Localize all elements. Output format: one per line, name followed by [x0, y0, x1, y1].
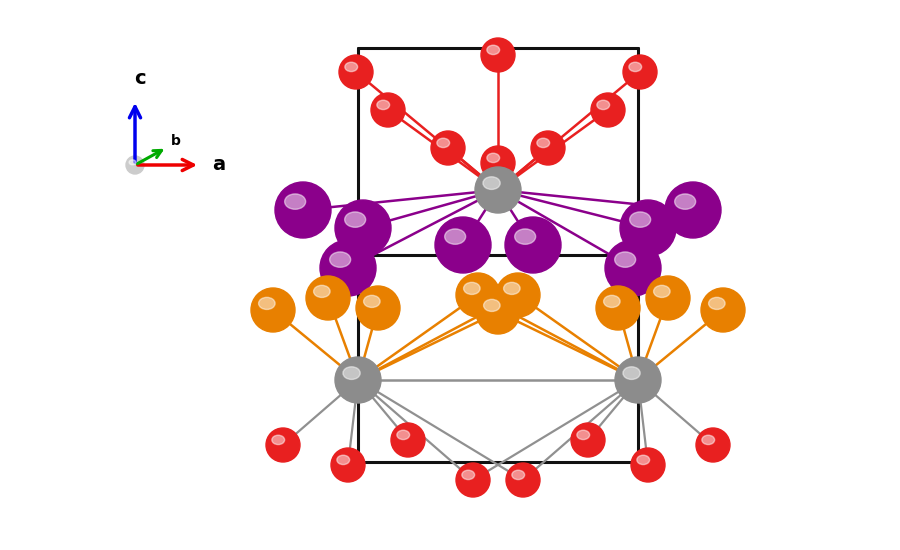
Ellipse shape — [436, 138, 450, 147]
Circle shape — [251, 288, 295, 332]
Circle shape — [623, 55, 657, 89]
Circle shape — [456, 273, 500, 317]
Circle shape — [391, 423, 425, 457]
Ellipse shape — [483, 299, 500, 311]
Circle shape — [320, 240, 376, 296]
Ellipse shape — [597, 100, 609, 109]
Circle shape — [431, 131, 465, 165]
Ellipse shape — [445, 229, 465, 244]
Circle shape — [275, 182, 331, 238]
Ellipse shape — [129, 160, 136, 165]
Ellipse shape — [512, 470, 525, 480]
Ellipse shape — [629, 62, 642, 72]
Ellipse shape — [345, 62, 357, 72]
Text: a: a — [212, 156, 225, 174]
Circle shape — [620, 200, 676, 256]
Circle shape — [496, 273, 540, 317]
Circle shape — [356, 286, 400, 330]
Ellipse shape — [377, 100, 390, 109]
Ellipse shape — [537, 138, 550, 147]
Ellipse shape — [258, 298, 275, 310]
Ellipse shape — [630, 212, 651, 227]
Circle shape — [605, 240, 661, 296]
Circle shape — [615, 357, 661, 403]
Ellipse shape — [702, 435, 715, 444]
Ellipse shape — [397, 430, 410, 439]
Circle shape — [571, 423, 605, 457]
Circle shape — [335, 200, 391, 256]
Ellipse shape — [675, 194, 696, 210]
Circle shape — [505, 217, 561, 273]
Ellipse shape — [272, 435, 284, 444]
Ellipse shape — [464, 282, 480, 294]
Ellipse shape — [483, 177, 500, 189]
Circle shape — [371, 93, 405, 127]
Ellipse shape — [329, 252, 351, 267]
Circle shape — [701, 288, 745, 332]
Circle shape — [266, 428, 300, 462]
Circle shape — [481, 38, 515, 72]
Circle shape — [339, 55, 373, 89]
Ellipse shape — [623, 367, 640, 380]
Circle shape — [456, 463, 490, 497]
Circle shape — [435, 217, 491, 273]
Ellipse shape — [284, 194, 306, 210]
Text: c: c — [134, 69, 146, 88]
Circle shape — [331, 448, 365, 482]
Ellipse shape — [653, 285, 670, 298]
Circle shape — [665, 182, 721, 238]
Ellipse shape — [637, 455, 650, 465]
Ellipse shape — [343, 367, 360, 380]
Ellipse shape — [345, 212, 365, 227]
Circle shape — [506, 463, 540, 497]
Ellipse shape — [337, 455, 349, 465]
Ellipse shape — [604, 295, 620, 307]
Circle shape — [591, 93, 625, 127]
Circle shape — [475, 167, 521, 213]
Circle shape — [696, 428, 730, 462]
Circle shape — [631, 448, 665, 482]
Ellipse shape — [364, 295, 380, 307]
Ellipse shape — [708, 298, 725, 310]
Circle shape — [476, 290, 520, 334]
Circle shape — [481, 146, 515, 180]
Circle shape — [126, 156, 144, 174]
Circle shape — [335, 357, 381, 403]
Circle shape — [596, 286, 640, 330]
Ellipse shape — [615, 252, 635, 267]
Ellipse shape — [487, 153, 500, 163]
Ellipse shape — [577, 430, 590, 439]
Ellipse shape — [504, 282, 520, 294]
Circle shape — [531, 131, 565, 165]
Ellipse shape — [487, 45, 500, 54]
Ellipse shape — [313, 285, 330, 298]
Ellipse shape — [515, 229, 536, 244]
Ellipse shape — [462, 470, 474, 480]
Text: b: b — [171, 134, 181, 148]
Circle shape — [646, 276, 690, 320]
Circle shape — [306, 276, 350, 320]
